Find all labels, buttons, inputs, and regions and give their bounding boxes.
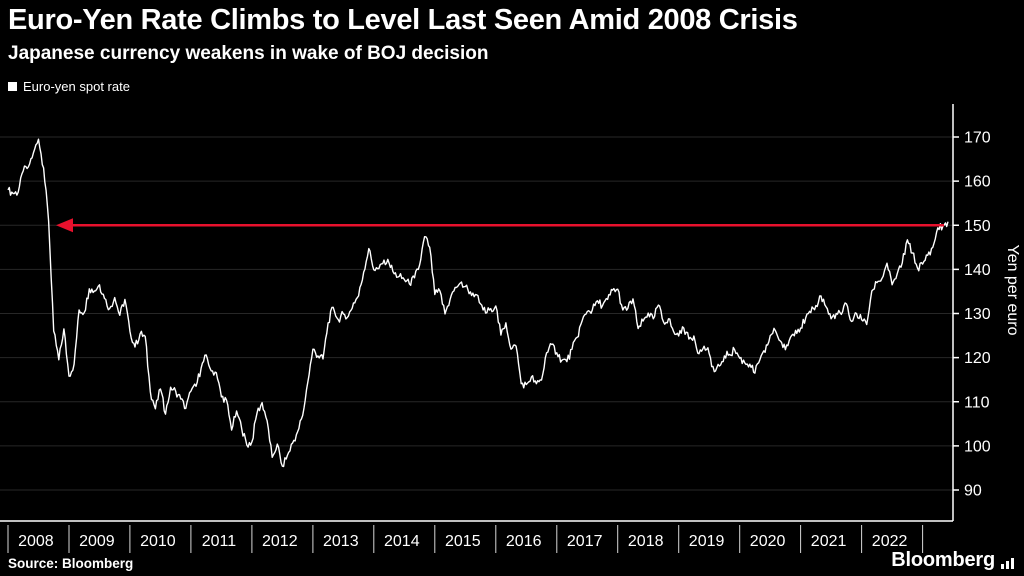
y-tick-label: 160 (964, 174, 991, 191)
x-tick-label: 2022 (872, 533, 908, 550)
legend-label: Euro-yen spot rate (23, 79, 130, 94)
y-tick-label: 110 (964, 394, 990, 411)
source-note: Source: Bloomberg (8, 556, 134, 571)
y-tick-label: 150 (964, 218, 991, 235)
chart-title: Euro-Yen Rate Climbs to Level Last Seen … (8, 4, 798, 36)
x-tick-label: 2014 (384, 533, 420, 550)
legend: Euro-yen spot rate (8, 79, 130, 94)
chart-header: Euro-Yen Rate Climbs to Level Last Seen … (8, 4, 1016, 65)
y-tick-label: 120 (964, 350, 991, 367)
chart-subtitle: Japanese currency weakens in wake of BOJ… (8, 43, 489, 65)
bloomberg-bars-icon (1001, 558, 1014, 572)
x-tick-label: 2016 (506, 533, 542, 550)
level-arrowhead-icon (56, 218, 73, 233)
y-tick-label: 140 (964, 262, 991, 279)
x-tick-label: 2013 (323, 533, 359, 550)
x-tick-label: 2010 (140, 533, 176, 550)
x-tick-label: 2021 (811, 533, 847, 550)
x-tick-label: 2017 (567, 533, 603, 550)
x-tick-label: 2009 (79, 533, 115, 550)
x-tick-label: 2015 (445, 533, 481, 550)
x-tick-label: 2012 (262, 533, 298, 550)
y-axis-title: Yen per euro (1004, 244, 1021, 335)
x-tick-label: 2011 (202, 533, 237, 550)
bloomberg-logo: Bloomberg (891, 549, 1014, 572)
x-tick-label: 2018 (628, 533, 664, 550)
legend-marker-icon (8, 82, 17, 91)
y-tick-label: 100 (964, 438, 991, 455)
bloomberg-wordmark: Bloomberg (891, 549, 995, 571)
y-tick-label: 90 (964, 483, 982, 500)
y-tick-label: 170 (964, 130, 991, 147)
x-tick-label: 2020 (750, 533, 786, 550)
series-line-euro-yen (7, 138, 949, 468)
y-tick-label: 130 (964, 306, 991, 323)
x-tick-label: 2019 (689, 533, 725, 550)
x-tick-label: 2008 (18, 533, 54, 550)
